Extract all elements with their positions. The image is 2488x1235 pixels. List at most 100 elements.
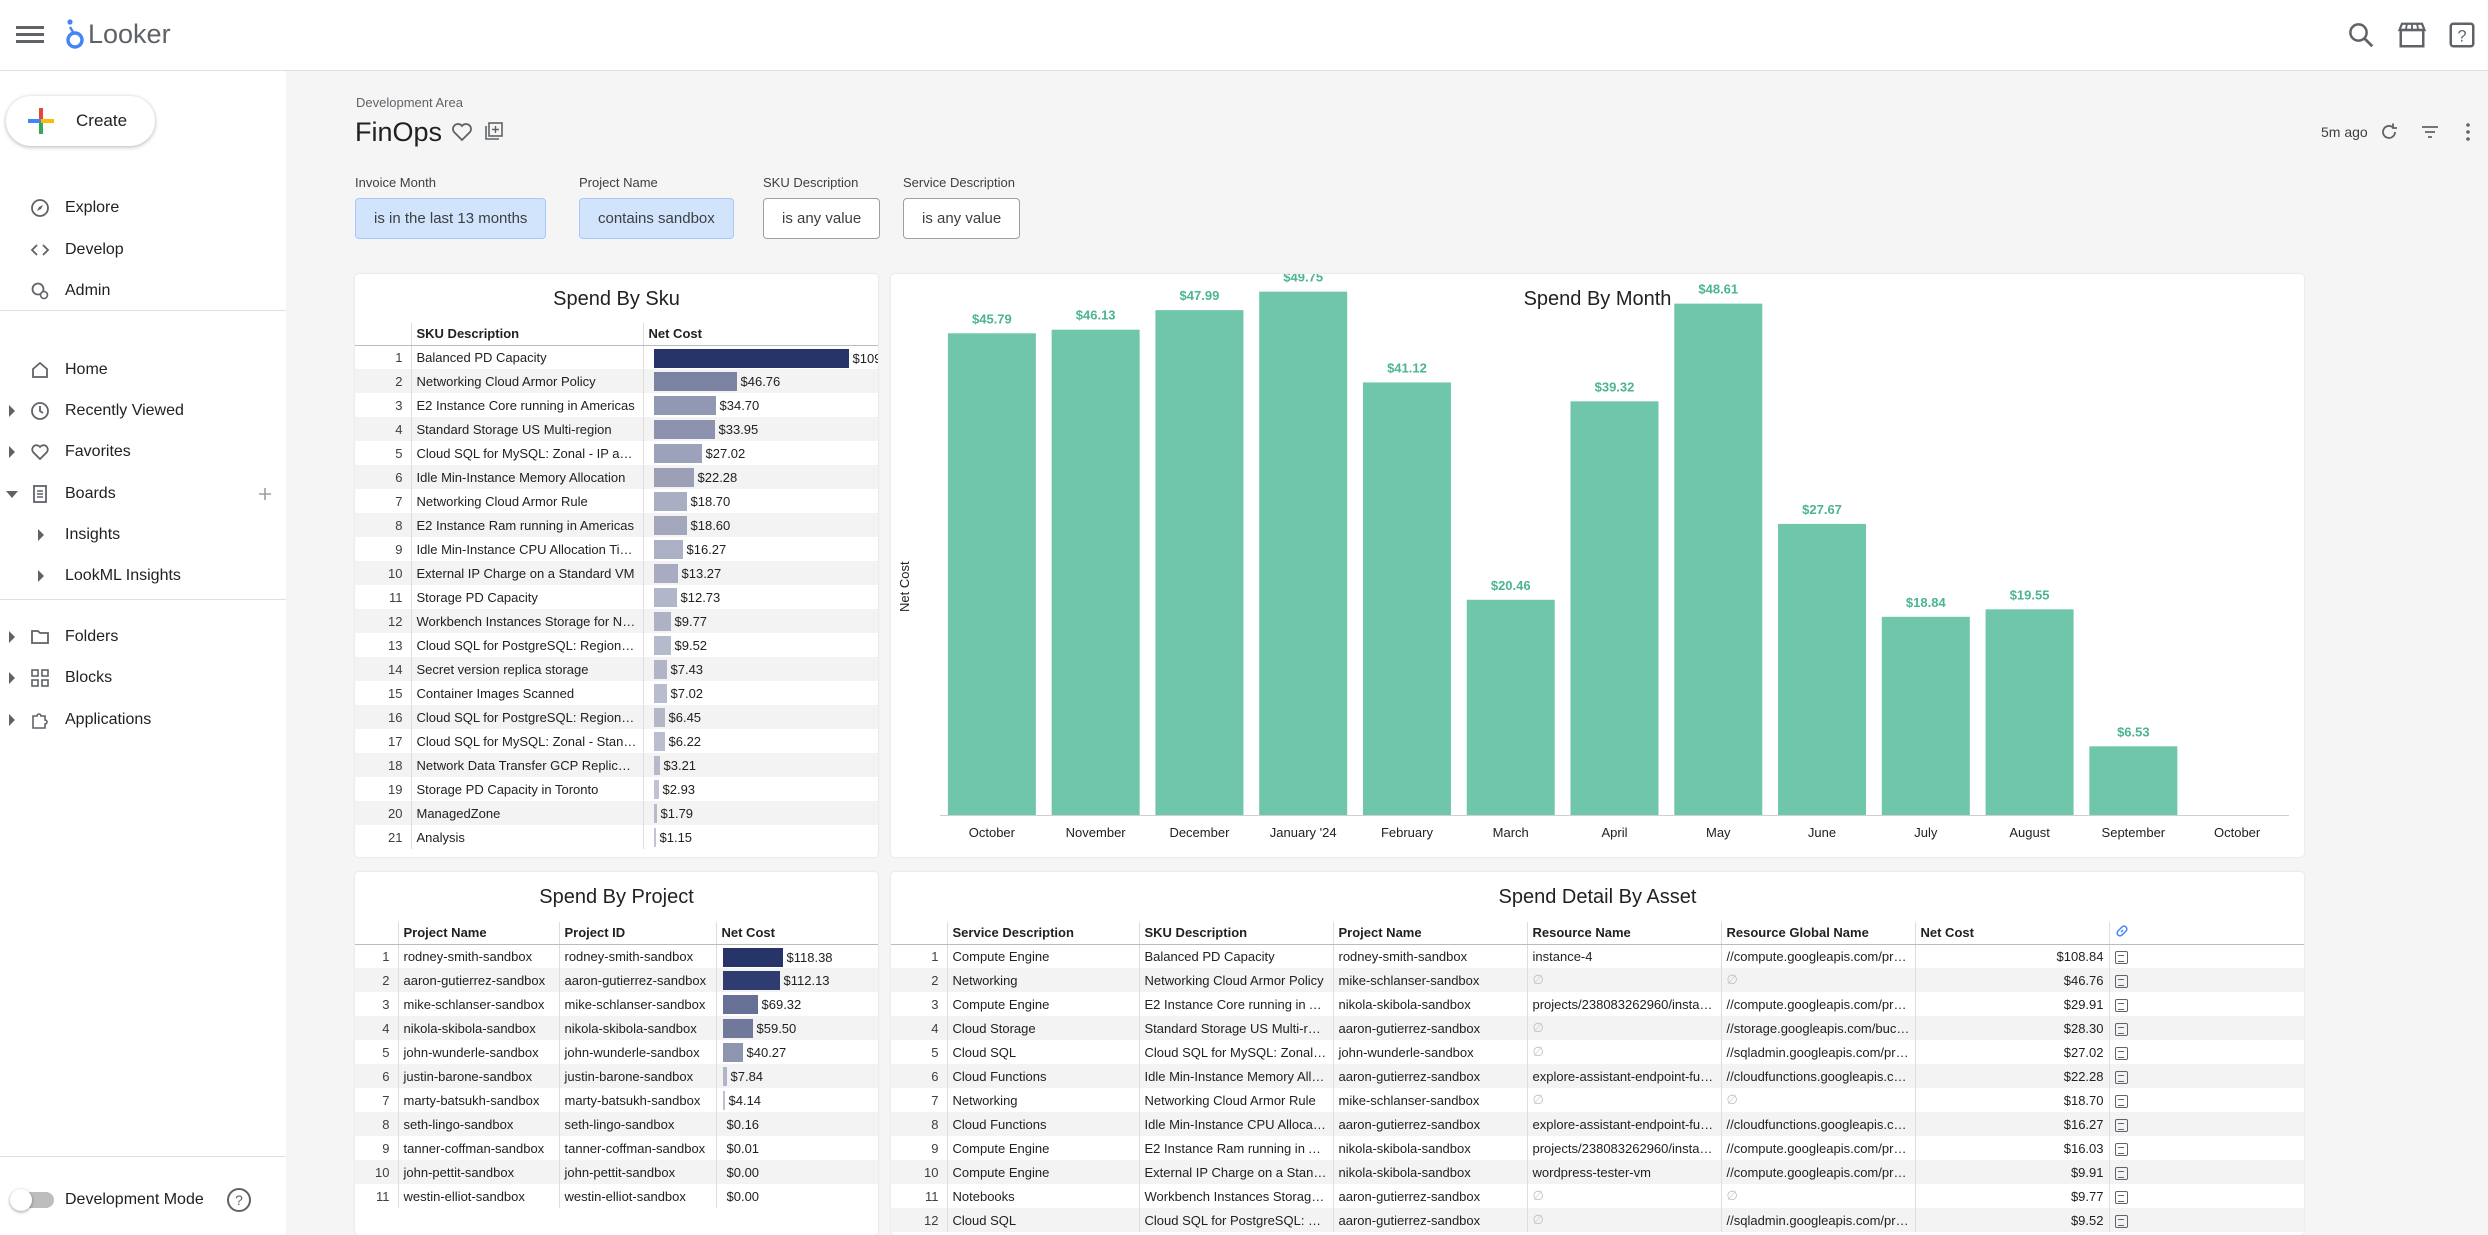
explore-link-cell[interactable]: [2109, 1208, 2304, 1232]
net-cost-cell[interactable]: $108.84: [1915, 944, 2110, 968]
net-cost-cell[interactable]: $9.52: [1915, 1208, 2110, 1232]
net-cost-cell[interactable]: $27.02: [1915, 1040, 2110, 1064]
filter-icon[interactable]: [2419, 121, 2441, 143]
sku-description-cell[interactable]: Cloud SQL for PostgreSQL: Regional - Sta…: [1139, 1208, 1334, 1232]
sku-description-cell[interactable]: Cloud SQL for PostgreSQL: Regional - vCP…: [411, 705, 644, 729]
explore-link-cell[interactable]: [2109, 1088, 2304, 1112]
table-row[interactable]: 10 Compute Engine External IP Charge on a …: [891, 1160, 2304, 1184]
net-cost-cell[interactable]: $16.27: [1915, 1112, 2110, 1136]
resource-name-cell[interactable]: projects/238083262960/instances: [1527, 1136, 1722, 1160]
explore-link-cell[interactable]: [2109, 1064, 2304, 1088]
sku-description-cell[interactable]: Network Data Transfer GCP Replication: [411, 753, 644, 777]
service-description-cell[interactable]: Cloud Functions: [947, 1112, 1140, 1136]
resource-name-cell[interactable]: projects/238083262960/instances: [1527, 992, 1722, 1016]
table-row[interactable]: 9 Compute Engine E2 Instance Ram running i…: [891, 1136, 2304, 1160]
resource-name-cell[interactable]: ∅: [1527, 1088, 1722, 1112]
column-header-project-name[interactable]: Project Name: [1333, 922, 1528, 945]
create-button[interactable]: Create: [6, 96, 155, 146]
column-header-net-cost[interactable]: Net Cost: [716, 922, 878, 945]
explore-link-icon[interactable]: [2114, 1142, 2128, 1156]
resource-name-cell[interactable]: ∅: [1527, 1040, 1722, 1064]
table-row[interactable]: 7 Networking Cloud Armor Rule $18.70: [355, 489, 878, 513]
column-header-project-name[interactable]: Project Name: [398, 922, 560, 945]
project-name-cell[interactable]: justin-barone-sandbox: [398, 1064, 560, 1088]
net-cost-cell[interactable]: $46.76: [1915, 968, 2110, 992]
table-row[interactable]: 9 tanner-coffman-sandbox tanner-coffman-sa…: [355, 1136, 878, 1160]
net-cost-cell[interactable]: $0.00: [716, 1184, 878, 1208]
project-name-cell[interactable]: marty-batsukh-sandbox: [398, 1088, 560, 1112]
help-circle-icon[interactable]: ?: [227, 1188, 251, 1212]
explore-link-icon[interactable]: [2114, 974, 2128, 988]
project-name-cell[interactable]: seth-lingo-sandbox: [398, 1112, 560, 1136]
net-cost-cell[interactable]: $34.70: [643, 393, 878, 417]
net-cost-cell[interactable]: $46.76: [643, 369, 878, 393]
resource-name-cell[interactable]: explore-assistant-endpoint-function: [1527, 1112, 1722, 1136]
favorite-heart-icon[interactable]: [451, 121, 473, 143]
net-cost-cell[interactable]: $16.27: [643, 537, 878, 561]
table-row[interactable]: 8 E2 Instance Ram running in Americas $18.…: [355, 513, 878, 537]
table-row[interactable]: 14 Secret version replica storage $7.43: [355, 657, 878, 681]
net-cost-cell[interactable]: $12.73: [643, 585, 878, 609]
bar-0[interactable]: [947, 333, 1036, 815]
explore-link-cell[interactable]: [2109, 1136, 2304, 1160]
net-cost-cell[interactable]: $59.50: [716, 1016, 878, 1040]
net-cost-cell[interactable]: $13.27: [643, 561, 878, 585]
nav-blocks[interactable]: Blocks: [0, 658, 286, 698]
breadcrumb[interactable]: Development Area: [356, 95, 463, 110]
service-description-cell[interactable]: Networking: [947, 968, 1140, 992]
sku-description-cell[interactable]: Storage PD Capacity: [411, 585, 644, 609]
explore-link-icon[interactable]: [2114, 1190, 2128, 1204]
development-mode-toggle[interactable]: [10, 1189, 54, 1211]
nav-boards[interactable]: Boards: [0, 474, 286, 514]
service-description-cell[interactable]: Compute Engine: [947, 1136, 1140, 1160]
resource-global-name-cell[interactable]: //compute.googleapis.com/projects: [1721, 1160, 1916, 1184]
net-cost-cell[interactable]: $29.91: [1915, 992, 2110, 1016]
sku-description-cell[interactable]: External IP Charge on a Standard VM: [411, 561, 644, 585]
explore-link-cell[interactable]: [2109, 944, 2304, 968]
table-row[interactable]: 2 Networking Cloud Armor Policy $46.76: [355, 369, 878, 393]
expand-arrow-icon[interactable]: [38, 529, 44, 541]
net-cost-cell[interactable]: $1.15: [643, 825, 878, 849]
search-icon[interactable]: [2346, 20, 2376, 50]
resource-global-name-cell[interactable]: //sqladmin.googleapis.com/projects: [1721, 1040, 1916, 1064]
table-row[interactable]: 3 Compute Engine E2 Instance Core running …: [891, 992, 2304, 1016]
explore-link-cell[interactable]: [2109, 1112, 2304, 1136]
project-name-cell[interactable]: rodney-smith-sandbox: [1333, 944, 1528, 968]
collapse-arrow-icon[interactable]: [6, 491, 18, 498]
net-cost-cell[interactable]: $16.03: [1915, 1136, 2110, 1160]
column-header-sku-description[interactable]: SKU Description: [1139, 922, 1334, 945]
table-row[interactable]: 5 Cloud SQL for MySQL: Zonal - IP address…: [355, 441, 878, 465]
table-row[interactable]: 3 E2 Instance Core running in Americas $34…: [355, 393, 878, 417]
bar-2[interactable]: [1155, 310, 1244, 815]
project-id-cell[interactable]: seth-lingo-sandbox: [559, 1112, 717, 1136]
net-cost-cell[interactable]: $18.70: [1915, 1088, 2110, 1112]
explore-link-icon[interactable]: [2114, 1046, 2128, 1060]
nav-home[interactable]: Home: [0, 350, 286, 390]
resource-global-name-cell[interactable]: ∅: [1721, 968, 1916, 992]
marketplace-icon[interactable]: [2397, 20, 2427, 50]
column-header-project-id[interactable]: Project ID: [559, 922, 717, 945]
expand-arrow-icon[interactable]: [9, 631, 15, 643]
explore-link-cell[interactable]: [2109, 968, 2304, 992]
explore-link-icon[interactable]: [2114, 1094, 2128, 1108]
table-row[interactable]: 11 Notebooks Workbench Instances Storage f…: [891, 1184, 2304, 1208]
table-row[interactable]: 7 marty-batsukh-sandbox marty-batsukh-sand…: [355, 1088, 878, 1112]
table-row[interactable]: 8 seth-lingo-sandbox seth-lingo-sandbox $0.…: [355, 1112, 878, 1136]
project-id-cell[interactable]: westin-elliot-sandbox: [559, 1184, 717, 1208]
service-description-cell[interactable]: Cloud Storage: [947, 1016, 1140, 1040]
explore-link-icon[interactable]: [2114, 1118, 2128, 1132]
sku-description-cell[interactable]: Secret version replica storage: [411, 657, 644, 681]
project-name-cell[interactable]: westin-elliot-sandbox: [398, 1184, 560, 1208]
sku-description-cell[interactable]: Networking Cloud Armor Rule: [1139, 1088, 1334, 1112]
table-row[interactable]: 8 Cloud Functions Idle Min-Instance CPU Al…: [891, 1112, 2304, 1136]
net-cost-cell[interactable]: $1.79: [643, 801, 878, 825]
service-description-cell[interactable]: Notebooks: [947, 1184, 1140, 1208]
net-cost-cell[interactable]: $109.38: [643, 345, 878, 369]
table-row[interactable]: 6 Idle Min-Instance Memory Allocation $22.…: [355, 465, 878, 489]
help-icon[interactable]: ?: [2447, 20, 2477, 50]
project-name-cell[interactable]: aaron-gutierrez-sandbox: [398, 968, 560, 992]
